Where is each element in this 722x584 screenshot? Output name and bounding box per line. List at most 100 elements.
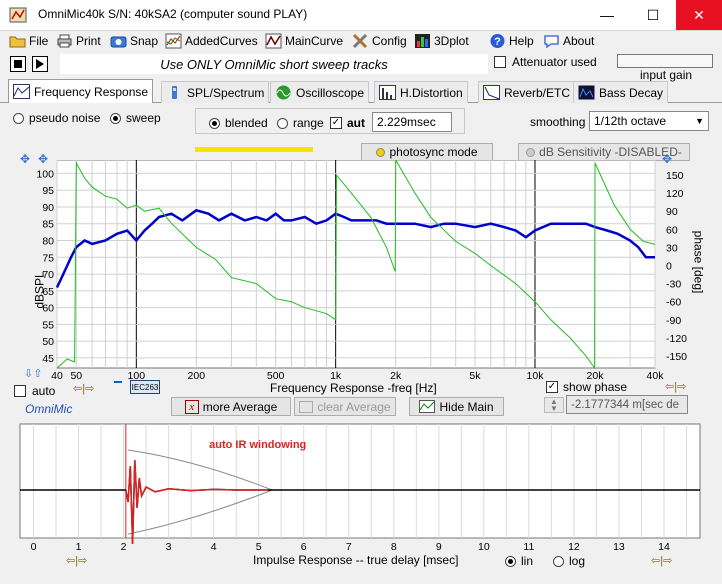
scroll-down-icon[interactable]: ⇩⇧ xyxy=(24,368,43,380)
menu-print[interactable]: Print xyxy=(56,31,101,51)
sweep-option[interactable]: sweep xyxy=(110,111,161,125)
attenuator-checkbox[interactable] xyxy=(494,56,506,68)
log-radio[interactable] xyxy=(553,555,564,567)
more-average-button[interactable]: x more Average xyxy=(171,397,291,416)
photosync-label: photosync mode xyxy=(389,145,478,159)
freq-plot-area xyxy=(56,160,656,369)
freq-y2-tick: 120 xyxy=(666,188,684,200)
freq-y2-tick: -60 xyxy=(666,297,681,309)
dropdown-arrow-icon: ▼ xyxy=(695,116,704,126)
log-option[interactable]: log xyxy=(553,554,585,568)
show-phase-option[interactable]: ✓ show phase xyxy=(546,380,627,394)
zoom-right-icon[interactable]: ✥ xyxy=(662,152,673,166)
lin-radio[interactable] xyxy=(505,555,516,567)
tab-label: Oscilloscope xyxy=(296,85,365,100)
lin-label: lin xyxy=(521,554,534,568)
tab-oscilloscope[interactable]: Oscilloscope xyxy=(270,81,370,103)
tab-spl-spectrum[interactable]: SPL/Spectrum xyxy=(161,81,270,103)
smoothing-select[interactable]: 1/12th octave ▼ xyxy=(589,111,709,131)
clear-average-label: clear Average xyxy=(317,399,391,414)
ir-x-tick: 2 xyxy=(121,541,127,553)
ir-scroll-left-icon[interactable]: ⇦|⇨ xyxy=(66,555,88,567)
menu-maincurve[interactable]: MainCurve xyxy=(265,31,343,51)
attenuator-option[interactable]: Attenuator used xyxy=(494,55,597,69)
menu-file[interactable]: File xyxy=(9,31,48,51)
main-curve-toggle-icon xyxy=(419,400,436,413)
menu-about[interactable]: About xyxy=(543,31,594,51)
bass-decay-icon xyxy=(578,85,595,100)
help-icon: ? xyxy=(490,34,505,48)
tab-label: SPL/Spectrum xyxy=(187,85,265,100)
play-icon xyxy=(36,59,44,69)
blended-radio[interactable] xyxy=(209,117,220,129)
frequency-response-chart[interactable]: 100 95 90 85 80 75 70 65 60 55 50 45 150 120 90 60 30 0 -3… xyxy=(0,160,722,380)
menu-snap[interactable]: Snap xyxy=(110,31,158,51)
hide-main-button[interactable]: Hide Main xyxy=(409,397,504,416)
blended-option[interactable]: blended xyxy=(209,116,268,130)
spl-meter-icon xyxy=(172,86,177,99)
tab-bass-decay[interactable]: Bass Decay xyxy=(573,81,669,103)
ir-scroll-right-icon[interactable]: ⇦|⇨ xyxy=(651,555,673,567)
menu-help[interactable]: ? Help xyxy=(489,31,534,51)
range-radio[interactable] xyxy=(277,117,288,129)
menu-config[interactable]: Config xyxy=(352,31,407,51)
title-bar: OmniMic40k S/N: 40kSA2 (computer sound P… xyxy=(0,0,722,31)
minimize-button[interactable]: — xyxy=(600,7,614,23)
tab-h-distortion[interactable]: H.Distortion xyxy=(374,81,468,103)
auto-checkbox[interactable] xyxy=(14,385,26,397)
more-average-label: more Average xyxy=(202,399,278,414)
reverb-icon xyxy=(483,85,500,100)
maximize-button[interactable]: ☐ xyxy=(646,6,660,23)
freq-y2-tick: 60 xyxy=(666,224,678,236)
freq-y-tick: 50 xyxy=(42,336,54,348)
freq-y2-tick: 30 xyxy=(666,242,678,254)
play-button[interactable] xyxy=(32,56,48,72)
main-curve-icon xyxy=(265,33,282,49)
close-button[interactable]: ✕ xyxy=(676,0,722,30)
menu-3dplot[interactable]: 3Dplot xyxy=(414,31,469,51)
aut-checkbox[interactable]: ✓ xyxy=(330,117,342,129)
stop-button[interactable] xyxy=(10,56,26,72)
freq-y-tick: 95 xyxy=(42,185,54,197)
sweep-radio[interactable] xyxy=(110,112,121,124)
scroll-right-icon[interactable]: ⇦|⇨ xyxy=(665,381,687,393)
config-icon xyxy=(352,33,368,49)
pseudo-noise-radio[interactable] xyxy=(13,112,24,124)
menu-maincurve-label: MainCurve xyxy=(285,34,344,48)
pseudo-noise-option[interactable]: pseudo noise xyxy=(13,111,100,125)
phase-stepper[interactable]: ▲ ▼ xyxy=(544,397,564,413)
folder-icon xyxy=(9,36,26,48)
oscilloscope-icon xyxy=(276,85,291,100)
tab-frequency-response[interactable]: Frequency Response xyxy=(8,79,154,103)
omnimic-label: OmniMic xyxy=(25,402,73,416)
iec-button[interactable]: IEC263 xyxy=(130,380,160,394)
freq-x-tick: 50 xyxy=(70,370,82,380)
db-sensitivity-button[interactable]: dB Sensitivity -DISABLED- xyxy=(518,143,690,161)
range-option[interactable]: range xyxy=(277,116,324,130)
freq-y-tick: 85 xyxy=(42,219,54,231)
delay-field[interactable]: 2.229msec xyxy=(372,112,452,132)
delay-group xyxy=(195,108,465,134)
scroll-left-right-icon[interactable]: ⇦|⇨ xyxy=(73,383,95,395)
ir-x-tick: 10 xyxy=(478,541,490,553)
aut-option[interactable]: ✓ aut xyxy=(330,116,365,130)
freq-y-tick: 70 xyxy=(42,269,54,281)
ir-x-tick: 1 xyxy=(76,541,82,553)
distortion-icon xyxy=(379,85,396,100)
ir-window-taper-top xyxy=(128,449,273,491)
menu-addedcurves[interactable]: AddedCurves xyxy=(165,31,258,51)
smoothing-label: smoothing xyxy=(530,115,586,129)
ir-x-tick: 7 xyxy=(346,541,352,553)
tab-reverb-etc[interactable]: Reverb/ETC xyxy=(478,81,576,103)
zoom-icon[interactable]: ✥ xyxy=(20,152,31,166)
auto-scale-option[interactable]: auto xyxy=(14,384,55,398)
show-phase-checkbox[interactable]: ✓ xyxy=(546,381,558,393)
ir-x-tick: 12 xyxy=(568,541,580,553)
clear-average-button[interactable]: clear Average xyxy=(294,397,396,416)
pan-icon[interactable]: ✥ xyxy=(38,152,49,166)
phase-delay-field[interactable]: -2.1777344 m[sec de xyxy=(566,395,688,414)
lin-option[interactable]: lin xyxy=(505,554,533,568)
freq-x-tick: 100 xyxy=(128,370,146,380)
photosync-button[interactable]: photosync mode xyxy=(361,143,493,161)
